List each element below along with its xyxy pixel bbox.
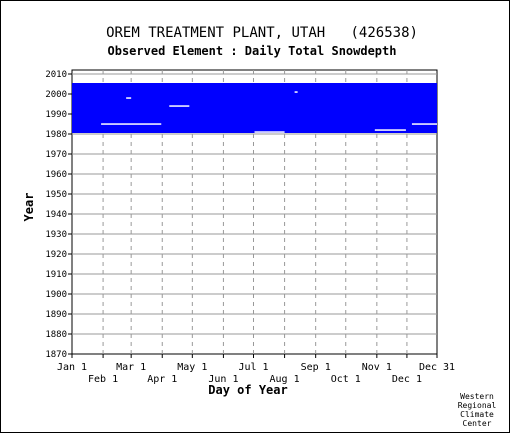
data-block	[72, 83, 437, 133]
y-tick-label: 1960	[45, 170, 67, 180]
chart-title: OREM TREATMENT PLANT, UTAH (426538)	[106, 25, 418, 41]
x-tick-label: Jun 1	[208, 374, 238, 385]
y-axis-label: Year	[22, 193, 36, 222]
y-tick-label: 1880	[45, 330, 67, 340]
y-tick-label: 1930	[45, 230, 67, 240]
x-tick-label: May 1	[177, 362, 207, 373]
y-tick-label: 1940	[45, 210, 67, 220]
chart-subtitle: Observed Element : Daily Total Snowdepth	[108, 44, 397, 58]
y-tick-label: 2000	[45, 90, 67, 100]
credit-line-4: Center	[463, 419, 492, 428]
y-tick-label: 1890	[45, 310, 67, 320]
x-tick-label: Aug 1	[270, 374, 300, 385]
y-tick-label: 1980	[45, 130, 67, 140]
x-tick-label: Jan 1	[57, 362, 87, 373]
y-tick-label: 1900	[45, 290, 67, 300]
x-tick-label: Oct 1	[331, 374, 361, 385]
x-tick-label: Jul 1	[238, 362, 268, 373]
y-tick-label: 1970	[45, 150, 67, 160]
credit-text: Western Regional Climate Center	[458, 392, 497, 428]
y-tick-label: 1920	[45, 250, 67, 260]
x-tick-label: Apr 1	[147, 374, 177, 385]
x-tick-label: Nov 1	[362, 362, 392, 373]
y-axis-ticks: 2010 2000 1990 1980 1970 1960 1950 1940 1930 1920…	[45, 70, 72, 360]
data-coverage	[72, 83, 437, 133]
x-tick-label: Feb 1	[88, 374, 118, 385]
missing-data-segment	[101, 123, 162, 125]
credit-line-2: Regional	[458, 401, 497, 410]
x-axis-label: Day of Year	[208, 383, 287, 397]
x-tick-label: Dec 31	[419, 362, 455, 373]
missing-data-segment	[374, 129, 406, 131]
y-tick-label: 2010	[45, 70, 67, 80]
y-tick-label: 1990	[45, 110, 67, 120]
y-tick-label: 1910	[45, 270, 67, 280]
missing-data-segment	[411, 123, 437, 125]
y-tick-label: 1870	[45, 350, 67, 360]
x-tick-label: Dec 1	[392, 374, 422, 385]
missing-data-segment	[294, 91, 298, 93]
x-axis-ticks: Jan 1 Mar 1 May 1 Jul 1 Sep 1 Nov 1 Dec 31 Feb …	[57, 354, 455, 385]
y-tick-label: 1950	[45, 190, 67, 200]
missing-data-segment	[126, 97, 132, 99]
credit-line-3: Climate	[460, 410, 494, 419]
x-tick-label: Mar 1	[116, 362, 146, 373]
credit-line-1: Western	[460, 392, 494, 401]
missing-data-segment	[254, 131, 285, 133]
x-tick-label: Sep 1	[301, 362, 331, 373]
missing-data-segment	[169, 105, 190, 107]
